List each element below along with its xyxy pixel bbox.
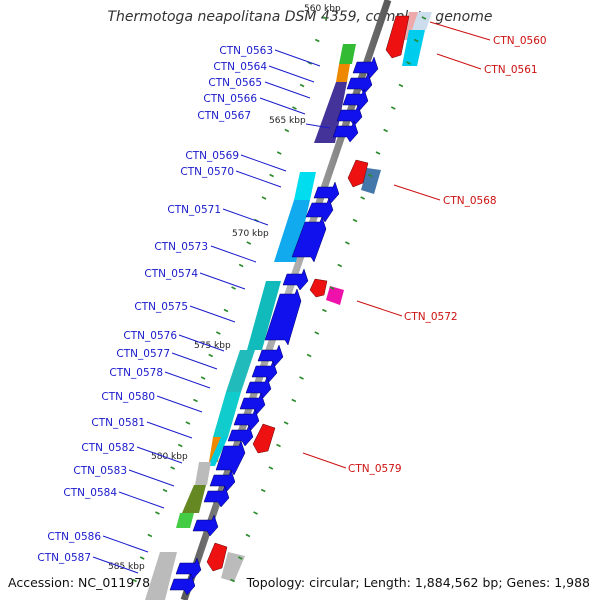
- scale-tick: [269, 173, 274, 178]
- scale-tick: [421, 16, 427, 20]
- scale-tick: [147, 533, 153, 538]
- gene-label-ctn-0572[interactable]: CTN_0572: [404, 311, 458, 323]
- gene-label-ctn-0578[interactable]: CTN_0578: [109, 367, 163, 379]
- scale-tick: [322, 16, 328, 20]
- scale-tick: [223, 308, 229, 313]
- gene-label-ctn-0576[interactable]: CTN_0576: [123, 330, 177, 342]
- scale-label: 565 kbp: [269, 116, 306, 126]
- gene-label-ctn-0584[interactable]: CTN_0584: [63, 487, 117, 499]
- gene-label-ctn-0579[interactable]: CTN_0579: [348, 463, 402, 475]
- scale-ticks: [132, 16, 427, 583]
- scale-tick: [398, 83, 404, 88]
- scale-tick: [337, 263, 343, 268]
- gene-label-ctn-0571[interactable]: CTN_0571: [167, 204, 221, 216]
- gene-label-ctn-0583[interactable]: CTN_0583: [73, 465, 127, 477]
- gene-label-ctn-0566[interactable]: CTN_0566: [203, 93, 257, 105]
- scale-tick: [245, 533, 251, 538]
- gene-label-ctn-0582[interactable]: CTN_0582: [81, 442, 135, 454]
- scale-tick: [314, 38, 320, 43]
- scale-tick: [329, 286, 335, 290]
- scale-tick: [292, 106, 297, 110]
- scale-tick: [253, 511, 258, 515]
- scale-tick: [193, 398, 198, 403]
- scale-tick: [261, 196, 267, 200]
- scale-tick: [413, 38, 419, 43]
- scale-tick: [260, 488, 266, 493]
- scale-tick: [215, 331, 221, 335]
- scale-tick: [360, 196, 366, 200]
- scale-tick: [200, 376, 206, 380]
- scale-tick: [284, 128, 290, 133]
- gene-label-ctn-0586[interactable]: CTN_0586: [47, 531, 101, 543]
- scale-tick: [314, 331, 320, 335]
- scale-tick: [230, 578, 235, 583]
- scale-tick: [283, 421, 289, 425]
- scale-tick: [383, 128, 388, 133]
- topology-text: Topology: circular; Length: 1,884,562 bp…: [246, 575, 590, 590]
- scale-tick: [170, 466, 176, 470]
- scale-tick: [246, 241, 252, 245]
- accession-text: Accession: NC_011978: [8, 575, 151, 590]
- scale-labels: 560 kbp 565 kbp 570 kbp 575 kbp 580 kbp …: [108, 4, 341, 572]
- scale-tick: [367, 173, 373, 178]
- gene-label-ctn-0570[interactable]: CTN_0570: [180, 166, 234, 178]
- scale-tick: [268, 466, 274, 470]
- scale-tick: [237, 556, 243, 560]
- scale-tick: [390, 106, 396, 110]
- gene-label-ctn-0587[interactable]: CTN_0587: [37, 552, 91, 564]
- right-leader-lines: [302, 21, 491, 469]
- reverse-gene-arrows: [206, 15, 410, 572]
- scale-tick: [132, 578, 137, 583]
- scale-tick: [299, 376, 304, 380]
- scale-label: 570 kbp: [232, 229, 269, 239]
- scale-label: 580 kbp: [151, 452, 188, 462]
- gene-label-ctn-0568[interactable]: CTN_0568: [443, 195, 497, 207]
- scale-tick: [345, 241, 350, 245]
- gene-label-ctn-0560[interactable]: CTN_0560: [493, 35, 547, 47]
- scale-tick: [155, 511, 160, 515]
- scale-tick: [276, 443, 281, 448]
- gene-label-ctn-0567[interactable]: CTN_0567: [197, 110, 251, 122]
- scale-tick: [306, 353, 312, 358]
- scale-tick: [185, 421, 191, 425]
- gene-label-ctn-0574[interactable]: CTN_0574: [144, 268, 198, 280]
- scale-tick: [352, 218, 358, 223]
- scale-tick: [238, 263, 244, 268]
- scale-tick: [231, 286, 236, 290]
- scale-tick: [162, 488, 168, 493]
- scale-tick: [299, 83, 305, 88]
- gene-label-ctn-0561[interactable]: CTN_0561: [484, 64, 538, 76]
- gene-label-ctn-0569[interactable]: CTN_0569: [185, 150, 239, 162]
- scale-label: 575 kbp: [194, 341, 231, 351]
- gene-label-ctn-0563[interactable]: CTN_0563: [219, 45, 273, 57]
- scale-tick: [406, 61, 411, 65]
- gene-label-ctn-0565[interactable]: CTN_0565: [208, 77, 262, 89]
- scale-tick: [322, 308, 327, 313]
- gene-label-ctn-0573[interactable]: CTN_0573: [154, 241, 208, 253]
- scale-tick: [139, 556, 145, 560]
- scale-tick: [291, 398, 297, 403]
- gene-label-ctn-0580[interactable]: CTN_0580: [101, 391, 155, 403]
- gene-label-ctn-0575[interactable]: CTN_0575: [134, 301, 188, 313]
- forward-gene-arrows: [169, 56, 379, 596]
- scale-label: 560 kbp: [304, 4, 341, 14]
- scale-tick: [208, 353, 214, 358]
- scale-label: 585 kbp: [108, 562, 145, 572]
- scale-tick: [375, 151, 381, 155]
- cog-blocks: [145, 12, 432, 600]
- gene-label-ctn-0581[interactable]: CTN_0581: [91, 417, 145, 429]
- left-leader-lines: [92, 49, 331, 574]
- gene-label-ctn-0577[interactable]: CTN_0577: [116, 348, 170, 360]
- scale-tick: [177, 443, 183, 448]
- scale-tick: [276, 151, 282, 155]
- gene-label-ctn-0564[interactable]: CTN_0564: [213, 61, 267, 73]
